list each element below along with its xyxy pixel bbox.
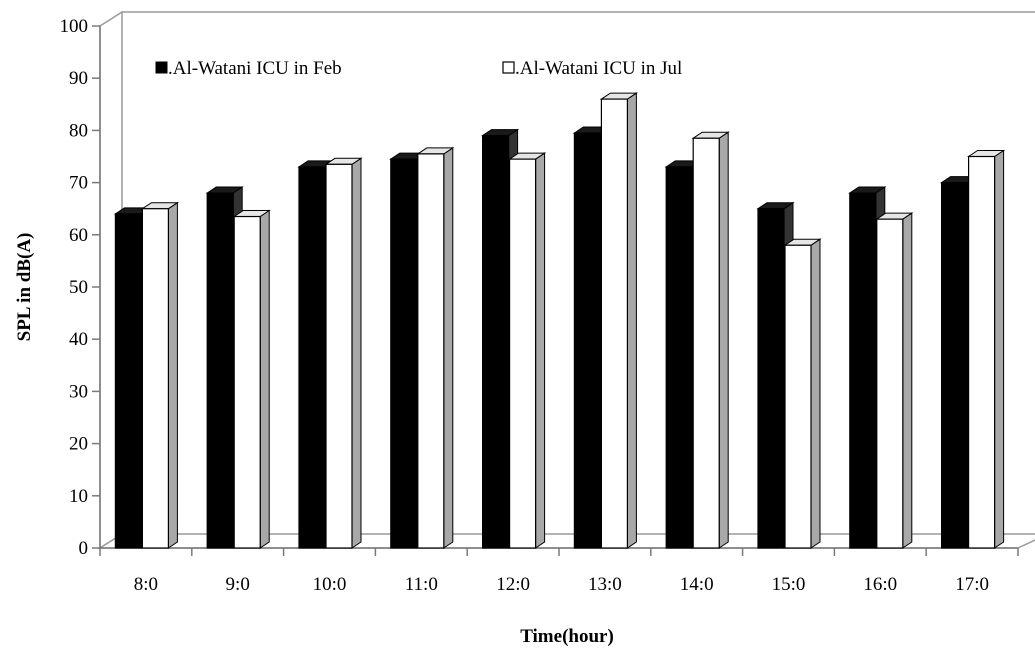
y-tick-label: 100 xyxy=(60,16,89,37)
bar-side xyxy=(994,149,1005,549)
y-axis-title: SPL in dB(A) xyxy=(14,233,35,342)
bar-jul-10:0 xyxy=(324,157,363,549)
bar-front xyxy=(325,163,353,549)
x-tick-label: 9:0 xyxy=(226,574,250,595)
bar-jul-12:0 xyxy=(507,152,547,549)
legend-label-feb: .Al-Watani ICU in Feb xyxy=(168,58,342,79)
x-tick-label: 13:0 xyxy=(588,574,622,595)
x-tick-label: 12:0 xyxy=(496,574,530,595)
x-tick-label: 15:0 xyxy=(772,574,806,595)
bar-front xyxy=(206,192,234,549)
bar-side xyxy=(810,238,821,549)
bar-front xyxy=(665,166,693,549)
bars-layer xyxy=(113,92,1006,549)
bar-front xyxy=(757,208,785,549)
bar-front xyxy=(784,244,812,549)
y-tick-label: 50 xyxy=(69,277,88,298)
bar-front xyxy=(573,132,602,549)
bar-front xyxy=(876,218,904,549)
bar-front xyxy=(600,98,629,549)
x-axis-title: Time(hour) xyxy=(520,626,614,647)
y-tick-label: 60 xyxy=(69,225,88,246)
bar-jul-13:0 xyxy=(599,92,639,549)
bar-side xyxy=(443,146,454,549)
legend-swatch-feb xyxy=(155,61,168,74)
y-tick-label: 0 xyxy=(79,538,89,559)
bar-front xyxy=(692,137,720,549)
y-tick-label: 90 xyxy=(69,68,88,89)
bar-jul-16:0 xyxy=(875,212,914,549)
x-tick-label: 11:0 xyxy=(405,574,438,595)
x-tick-label: 17:0 xyxy=(955,574,989,595)
x-axis-ticks: 8:0 9:0 10:0 11:0 12:0 13:0 14:0 15:0 16:0 17:0 xyxy=(99,548,1019,595)
legend-label-jul: .Al-Watani ICU in Jul xyxy=(515,58,682,79)
bar-front xyxy=(298,166,326,549)
bar-front xyxy=(849,192,877,549)
bar-front xyxy=(509,158,537,549)
y-tick-label: 80 xyxy=(69,120,88,141)
bar-front xyxy=(967,155,996,549)
x-tick-label: 10:0 xyxy=(313,574,347,595)
legend-swatch-jul xyxy=(502,61,515,74)
y-tick-label: 30 xyxy=(69,381,88,402)
bar-side xyxy=(259,209,270,549)
bar-jul-14:0 xyxy=(691,131,730,549)
bar-front xyxy=(390,158,418,549)
bar-jul-15:0 xyxy=(783,238,822,549)
x-tick-label: 16:0 xyxy=(863,574,897,595)
bar-jul-17:0 xyxy=(966,149,1006,549)
bar-side xyxy=(718,131,729,549)
y-tick-label: 20 xyxy=(69,434,88,455)
bar-side xyxy=(351,157,362,549)
y-axis-ticks: 0 10 20 30 40 50 60 70 80 90 100 xyxy=(60,16,100,559)
bar-front xyxy=(417,153,445,549)
bar-front xyxy=(233,215,261,549)
bar-side xyxy=(626,92,637,549)
bar-jul-11:0 xyxy=(416,146,455,549)
bar-front xyxy=(114,213,143,549)
y-tick-label: 70 xyxy=(69,173,88,194)
bar-jul-8:0 xyxy=(140,201,180,549)
bar-side xyxy=(167,201,178,549)
bar-side xyxy=(535,152,546,549)
bar-side xyxy=(902,212,913,549)
bar-jul-9:0 xyxy=(232,209,271,549)
y-tick-label: 10 xyxy=(69,486,88,507)
bar-front xyxy=(141,208,169,549)
bar-front xyxy=(940,182,969,549)
x-tick-label: 8:0 xyxy=(134,574,158,595)
x-tick-label: 14:0 xyxy=(680,574,714,595)
bar-front xyxy=(482,135,510,549)
legend: .Al-Watani ICU in Feb .Al-Watani ICU in … xyxy=(155,58,682,79)
y-tick-label: 40 xyxy=(69,329,88,350)
